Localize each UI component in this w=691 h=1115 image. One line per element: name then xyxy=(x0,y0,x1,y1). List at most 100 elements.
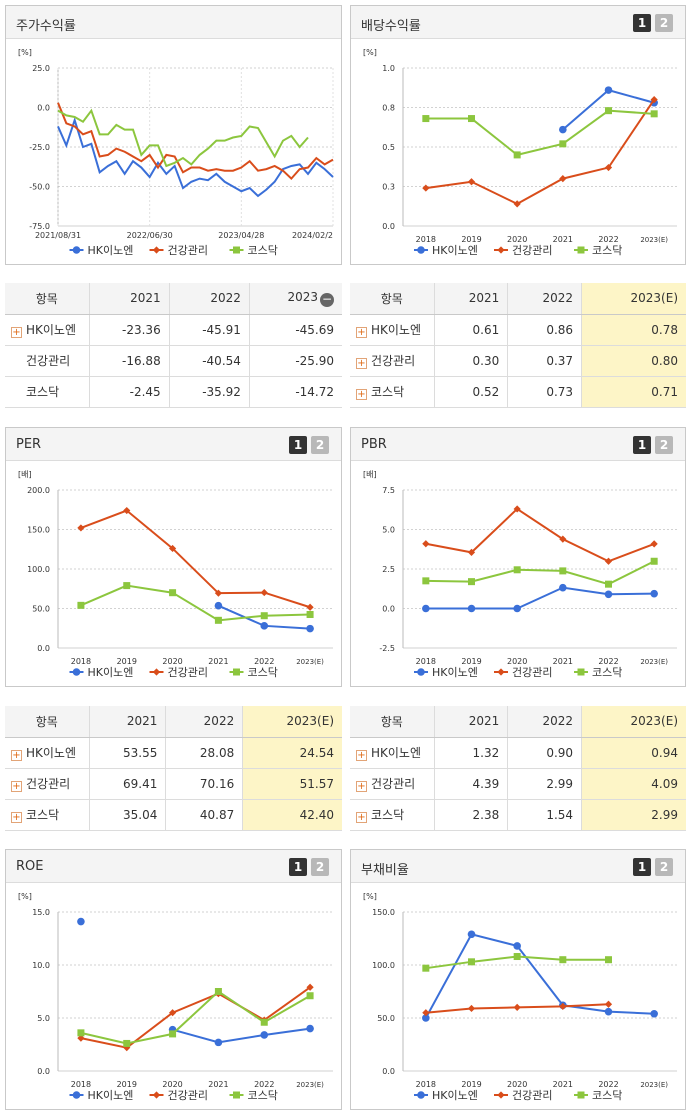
dividend-yield-panel: 배당수익률 1 2 [%] 1.0 0.8 0.5 0.3 0.0 2018 2019 2020… xyxy=(350,5,686,265)
data-point xyxy=(306,983,314,991)
y-tick-label: 5.0 xyxy=(382,526,395,535)
series-line xyxy=(425,560,655,586)
x-tick-label: 2024/02/2 xyxy=(292,231,333,240)
y-tick-label: -25.0 xyxy=(29,143,50,152)
row-name: HK이노엔 xyxy=(371,323,422,337)
legend-label: HK이노엔 xyxy=(432,666,478,679)
column-header-label: 항목 xyxy=(380,291,403,306)
value-cell: 40.87 xyxy=(165,799,244,831)
column-header: 2021 xyxy=(434,283,509,315)
column-header-label: 2023 xyxy=(287,289,318,304)
legend-label: HK이노엔 xyxy=(88,244,134,257)
panel-header: 배당수익률 1 2 xyxy=(351,6,685,39)
value-cell: 2.99 xyxy=(581,799,686,831)
data-point xyxy=(605,580,612,588)
x-tick-label: 2021 xyxy=(208,1080,228,1089)
data-point xyxy=(214,988,222,995)
legend-label: 건강관리 xyxy=(168,666,208,679)
page-1-button[interactable]: 1 xyxy=(633,858,651,876)
page-2-button[interactable]: 2 xyxy=(655,14,673,32)
value-cell: -45.91 xyxy=(169,314,250,346)
row-name: HK이노엔 xyxy=(26,323,77,337)
data-point xyxy=(559,125,567,134)
row-name: 건강관리 xyxy=(26,777,71,791)
debt-ratio-panel: 부채비율 1 2 [%] 150.0 100.0 50.0 0.0 2018 2019 202… xyxy=(350,849,686,1110)
x-tick-label: 2020 xyxy=(507,235,527,244)
expand-icon[interactable]: + xyxy=(356,812,367,823)
x-tick-label: 2020 xyxy=(507,657,527,666)
row-name: 코스닥 xyxy=(26,808,60,822)
expand-icon[interactable]: + xyxy=(11,750,22,761)
data-point xyxy=(77,1034,85,1042)
row-name: 코스닥 xyxy=(26,385,60,399)
page-1-button[interactable]: 1 xyxy=(289,858,307,876)
column-header-label: 2022 xyxy=(542,714,574,729)
x-tick-label: 2019 xyxy=(117,657,137,666)
column-header: 2022 xyxy=(169,283,250,315)
expand-icon[interactable]: + xyxy=(356,358,367,369)
series-line xyxy=(57,116,334,198)
page-2-button[interactable]: 2 xyxy=(311,858,329,876)
expand-icon[interactable]: + xyxy=(356,327,367,338)
data-point xyxy=(559,567,567,575)
row-name: 건강관리 xyxy=(371,354,416,368)
legend-marker xyxy=(417,1091,425,1099)
unit-label: [%] xyxy=(18,48,32,57)
data-point xyxy=(260,1018,268,1026)
x-tick-label: 2020 xyxy=(162,657,182,666)
data-point xyxy=(467,1004,476,1013)
table-row: 코스닥 -2.45 -35.92 -14.72 xyxy=(5,376,342,408)
data-point xyxy=(422,115,430,123)
per-panel: PER 1 2 [배] 200.0 150.0 100.0 50.0 0.0 2018 201… xyxy=(5,427,342,687)
page-1-button[interactable]: 1 xyxy=(633,14,651,32)
series-line xyxy=(425,507,655,563)
unit-label: [%] xyxy=(363,892,377,901)
row-name: HK이노엔 xyxy=(26,746,77,760)
column-header-label: 2023(E) xyxy=(630,714,678,729)
data-point xyxy=(467,548,476,557)
data-point xyxy=(260,622,269,630)
data-point xyxy=(422,964,430,972)
page-2-button[interactable]: 2 xyxy=(655,858,673,876)
expand-icon[interactable]: + xyxy=(356,781,367,792)
collapse-icon[interactable]: − xyxy=(320,291,334,307)
expand-icon[interactable]: + xyxy=(356,750,367,761)
value-cell: 1.32 xyxy=(434,737,509,769)
y-tick-label: 50.0 xyxy=(32,605,50,614)
page-2-button[interactable]: 2 xyxy=(311,436,329,454)
x-tick-label: 2022/06/30 xyxy=(127,231,173,240)
expand-icon[interactable]: + xyxy=(11,327,22,338)
expand-icon[interactable]: + xyxy=(11,812,22,823)
y-tick-label: 5.0 xyxy=(37,1014,50,1023)
table-row: + HK이노엔 53.55 28.08 24.54 xyxy=(5,737,342,769)
data-point xyxy=(467,604,476,613)
data-point xyxy=(123,1039,131,1047)
page-1-button[interactable]: 1 xyxy=(289,436,307,454)
y-tick-label: 0.0 xyxy=(37,104,50,113)
row-name-cell: + 건강관리 xyxy=(350,768,435,800)
column-header-label: 2021 xyxy=(468,291,500,306)
data-point xyxy=(559,956,567,964)
page-2-button[interactable]: 2 xyxy=(655,436,673,454)
legend-label: HK이노엔 xyxy=(432,1089,478,1102)
value-cell: 70.16 xyxy=(165,768,244,800)
data-point xyxy=(513,151,521,159)
page-1-button[interactable]: 1 xyxy=(633,436,651,454)
pbr-chart: [배] 7.5 5.0 2.5 0.0 -2.5 2018 2019 2020 2021 2022 2… xyxy=(363,470,677,679)
value-cell: 35.04 xyxy=(89,799,167,831)
row-name: 건강관리 xyxy=(26,354,71,368)
column-header: 항목 xyxy=(5,283,90,315)
column-header: 2021 xyxy=(89,283,170,315)
row-name-cell: + HK이노엔 xyxy=(5,737,90,769)
table-header-row: 항목 2021 2022 2023− xyxy=(5,283,342,315)
series-line xyxy=(425,109,655,156)
expand-icon[interactable]: + xyxy=(356,389,367,400)
unit-label: [%] xyxy=(18,892,32,901)
x-tick-label: 2023(E) xyxy=(640,658,668,666)
x-tick-label: 2022 xyxy=(598,657,618,666)
value-cell: -25.90 xyxy=(249,345,342,377)
expand-icon[interactable]: + xyxy=(11,781,22,792)
price-return-table: 항목 2021 2022 2023− + HK이노엔 -23.36 -45.91 -45.69 건… xyxy=(5,283,342,408)
value-cell: -23.36 xyxy=(89,314,170,346)
series-line xyxy=(80,990,311,1045)
